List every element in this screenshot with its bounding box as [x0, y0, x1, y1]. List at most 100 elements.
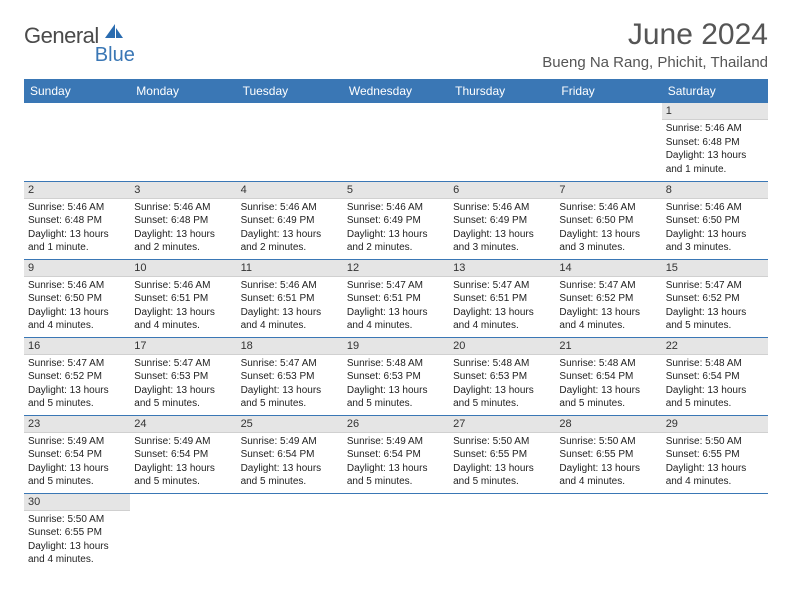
- day-details: Sunrise: 5:47 AMSunset: 6:53 PMDaylight:…: [237, 355, 343, 415]
- calendar-empty-cell: [449, 493, 555, 571]
- day-details: Sunrise: 5:46 AMSunset: 6:50 PMDaylight:…: [662, 199, 768, 259]
- day-details: Sunrise: 5:48 AMSunset: 6:54 PMDaylight:…: [662, 355, 768, 415]
- daylight-line: Daylight: 13 hours and 5 minutes.: [559, 384, 657, 411]
- sunset-line: Sunset: 6:51 PM: [241, 292, 339, 306]
- day-details: Sunrise: 5:50 AMSunset: 6:55 PMDaylight:…: [555, 433, 661, 493]
- calendar-empty-cell: [130, 493, 236, 571]
- daylight-line: Daylight: 13 hours and 2 minutes.: [347, 228, 445, 255]
- calendar-day-cell: 11Sunrise: 5:46 AMSunset: 6:51 PMDayligh…: [237, 259, 343, 337]
- daylight-line: Daylight: 13 hours and 1 minute.: [666, 149, 764, 176]
- calendar-day-cell: 12Sunrise: 5:47 AMSunset: 6:51 PMDayligh…: [343, 259, 449, 337]
- daylight-line: Daylight: 13 hours and 3 minutes.: [453, 228, 551, 255]
- day-number: 26: [343, 416, 449, 433]
- day-number: 1: [662, 103, 768, 120]
- sunrise-line: Sunrise: 5:46 AM: [134, 279, 232, 293]
- weekday-header-row: Sunday Monday Tuesday Wednesday Thursday…: [24, 79, 768, 103]
- day-number: 10: [130, 260, 236, 277]
- sunrise-line: Sunrise: 5:46 AM: [134, 201, 232, 215]
- day-number: 3: [130, 182, 236, 199]
- calendar-day-cell: 20Sunrise: 5:48 AMSunset: 6:53 PMDayligh…: [449, 337, 555, 415]
- sunrise-line: Sunrise: 5:46 AM: [241, 201, 339, 215]
- calendar-week-row: 30Sunrise: 5:50 AMSunset: 6:55 PMDayligh…: [24, 493, 768, 571]
- daylight-line: Daylight: 13 hours and 5 minutes.: [453, 462, 551, 489]
- location-line: Bueng Na Rang, Phichit, Thailand: [542, 54, 768, 71]
- sunrise-line: Sunrise: 5:47 AM: [666, 279, 764, 293]
- calendar-day-cell: 15Sunrise: 5:47 AMSunset: 6:52 PMDayligh…: [662, 259, 768, 337]
- calendar-week-row: 1Sunrise: 5:46 AMSunset: 6:48 PMDaylight…: [24, 103, 768, 181]
- daylight-line: Daylight: 13 hours and 4 minutes.: [28, 306, 126, 333]
- calendar-empty-cell: [24, 103, 130, 181]
- day-details: Sunrise: 5:50 AMSunset: 6:55 PMDaylight:…: [24, 511, 130, 571]
- daylight-line: Daylight: 13 hours and 4 minutes.: [666, 462, 764, 489]
- weekday-header: Thursday: [449, 79, 555, 103]
- sunrise-line: Sunrise: 5:50 AM: [559, 435, 657, 449]
- day-details: Sunrise: 5:46 AMSunset: 6:48 PMDaylight:…: [662, 120, 768, 180]
- sunrise-line: Sunrise: 5:50 AM: [453, 435, 551, 449]
- sunset-line: Sunset: 6:50 PM: [559, 214, 657, 228]
- daylight-line: Daylight: 13 hours and 3 minutes.: [559, 228, 657, 255]
- calendar-day-cell: 6Sunrise: 5:46 AMSunset: 6:49 PMDaylight…: [449, 181, 555, 259]
- calendar-day-cell: 1Sunrise: 5:46 AMSunset: 6:48 PMDaylight…: [662, 103, 768, 181]
- day-details: Sunrise: 5:46 AMSunset: 6:50 PMDaylight:…: [555, 199, 661, 259]
- sunset-line: Sunset: 6:54 PM: [241, 448, 339, 462]
- sunset-line: Sunset: 6:49 PM: [453, 214, 551, 228]
- day-number: 21: [555, 338, 661, 355]
- daylight-line: Daylight: 13 hours and 5 minutes.: [666, 384, 764, 411]
- daylight-line: Daylight: 13 hours and 4 minutes.: [134, 306, 232, 333]
- calendar-week-row: 2Sunrise: 5:46 AMSunset: 6:48 PMDaylight…: [24, 181, 768, 259]
- day-details: Sunrise: 5:46 AMSunset: 6:48 PMDaylight:…: [24, 199, 130, 259]
- sunrise-line: Sunrise: 5:47 AM: [134, 357, 232, 371]
- calendar-day-cell: 9Sunrise: 5:46 AMSunset: 6:50 PMDaylight…: [24, 259, 130, 337]
- calendar-day-cell: 21Sunrise: 5:48 AMSunset: 6:54 PMDayligh…: [555, 337, 661, 415]
- sunset-line: Sunset: 6:49 PM: [241, 214, 339, 228]
- page-header: General Blue June 2024 Bueng Na Rang, Ph…: [24, 18, 768, 71]
- sunrise-line: Sunrise: 5:46 AM: [28, 201, 126, 215]
- day-details: Sunrise: 5:47 AMSunset: 6:52 PMDaylight:…: [662, 277, 768, 337]
- daylight-line: Daylight: 13 hours and 5 minutes.: [347, 384, 445, 411]
- sunset-line: Sunset: 6:54 PM: [28, 448, 126, 462]
- calendar-day-cell: 18Sunrise: 5:47 AMSunset: 6:53 PMDayligh…: [237, 337, 343, 415]
- calendar-table: Sunday Monday Tuesday Wednesday Thursday…: [24, 79, 768, 571]
- calendar-week-row: 23Sunrise: 5:49 AMSunset: 6:54 PMDayligh…: [24, 415, 768, 493]
- calendar-day-cell: 28Sunrise: 5:50 AMSunset: 6:55 PMDayligh…: [555, 415, 661, 493]
- calendar-day-cell: 25Sunrise: 5:49 AMSunset: 6:54 PMDayligh…: [237, 415, 343, 493]
- calendar-empty-cell: [237, 103, 343, 181]
- day-details: Sunrise: 5:46 AMSunset: 6:50 PMDaylight:…: [24, 277, 130, 337]
- calendar-day-cell: 27Sunrise: 5:50 AMSunset: 6:55 PMDayligh…: [449, 415, 555, 493]
- sunset-line: Sunset: 6:51 PM: [453, 292, 551, 306]
- sunrise-line: Sunrise: 5:50 AM: [666, 435, 764, 449]
- daylight-line: Daylight: 13 hours and 5 minutes.: [453, 384, 551, 411]
- sunrise-line: Sunrise: 5:48 AM: [666, 357, 764, 371]
- sail-icon: [103, 22, 125, 45]
- sunrise-line: Sunrise: 5:47 AM: [453, 279, 551, 293]
- daylight-line: Daylight: 13 hours and 4 minutes.: [241, 306, 339, 333]
- calendar-day-cell: 30Sunrise: 5:50 AMSunset: 6:55 PMDayligh…: [24, 493, 130, 571]
- sunset-line: Sunset: 6:50 PM: [666, 214, 764, 228]
- sunrise-line: Sunrise: 5:48 AM: [559, 357, 657, 371]
- weekday-header: Wednesday: [343, 79, 449, 103]
- daylight-line: Daylight: 13 hours and 4 minutes.: [559, 462, 657, 489]
- day-details: Sunrise: 5:47 AMSunset: 6:53 PMDaylight:…: [130, 355, 236, 415]
- day-details: Sunrise: 5:48 AMSunset: 6:53 PMDaylight:…: [343, 355, 449, 415]
- calendar-empty-cell: [343, 493, 449, 571]
- sunset-line: Sunset: 6:48 PM: [28, 214, 126, 228]
- sunset-line: Sunset: 6:55 PM: [559, 448, 657, 462]
- daylight-line: Daylight: 13 hours and 3 minutes.: [666, 228, 764, 255]
- sunset-line: Sunset: 6:53 PM: [453, 370, 551, 384]
- sunset-line: Sunset: 6:53 PM: [241, 370, 339, 384]
- day-details: Sunrise: 5:48 AMSunset: 6:53 PMDaylight:…: [449, 355, 555, 415]
- title-block: June 2024 Bueng Na Rang, Phichit, Thaila…: [542, 18, 768, 71]
- day-number: 12: [343, 260, 449, 277]
- sunrise-line: Sunrise: 5:47 AM: [347, 279, 445, 293]
- daylight-line: Daylight: 13 hours and 5 minutes.: [28, 462, 126, 489]
- calendar-day-cell: 17Sunrise: 5:47 AMSunset: 6:53 PMDayligh…: [130, 337, 236, 415]
- calendar-day-cell: 14Sunrise: 5:47 AMSunset: 6:52 PMDayligh…: [555, 259, 661, 337]
- day-number: 19: [343, 338, 449, 355]
- calendar-day-cell: 8Sunrise: 5:46 AMSunset: 6:50 PMDaylight…: [662, 181, 768, 259]
- day-number: 5: [343, 182, 449, 199]
- sunset-line: Sunset: 6:48 PM: [666, 136, 764, 150]
- sunset-line: Sunset: 6:54 PM: [666, 370, 764, 384]
- sunset-line: Sunset: 6:53 PM: [134, 370, 232, 384]
- day-number: 9: [24, 260, 130, 277]
- sunrise-line: Sunrise: 5:46 AM: [453, 201, 551, 215]
